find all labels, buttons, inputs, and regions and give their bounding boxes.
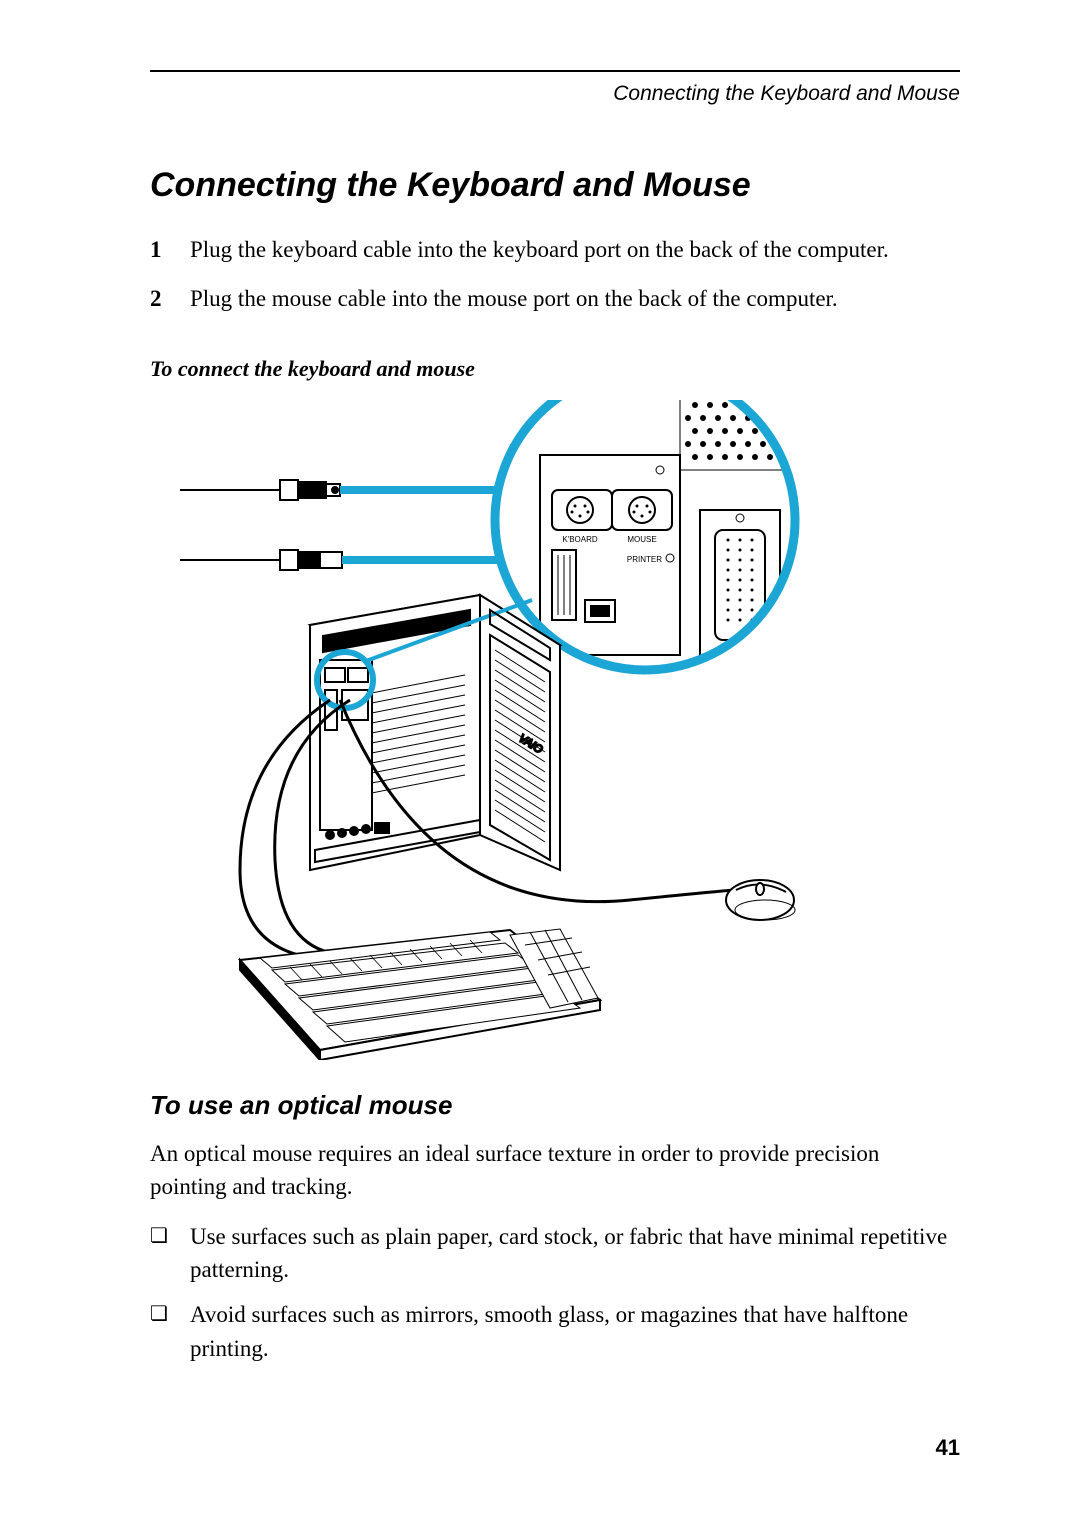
rule-top [150,70,960,72]
running-head: Connecting the Keyboard and Mouse [150,82,960,106]
numbered-steps: 1 Plug the keyboard cable into the keybo… [150,233,960,316]
keyboard-port-label: K'BOARD [562,535,598,544]
step-text: Plug the keyboard cable into the keyboar… [190,233,889,268]
diagram-svg: K'BOARD MOUSE PRINTER [180,400,800,1060]
mouse-icon [726,880,795,920]
step-number: 1 [150,233,190,268]
bullet-list: ❏ Use surfaces such as plain paper, card… [150,1220,960,1365]
figure-caption: To connect the keyboard and mouse [150,356,960,382]
printer-port-label: PRINTER [627,555,662,564]
step-item: 1 Plug the keyboard cable into the keybo… [150,233,960,268]
step-item: 2 Plug the mouse cable into the mouse po… [150,282,960,317]
mouse-port-label: MOUSE [627,535,656,544]
page-number: 41 [936,1435,960,1461]
bullet-text: Use surfaces such as plain paper, card s… [190,1220,960,1287]
step-number: 2 [150,282,190,317]
bullet-square-icon: ❏ [150,1298,190,1365]
callout-zoom: K'BOARD MOUSE PRINTER [495,400,800,670]
page-title: Connecting the Keyboard and Mouse [150,166,960,205]
section-subhead: To use an optical mouse [150,1090,960,1121]
computer-tower: VAIO [310,595,560,870]
optical-intro-para: An optical mouse requires an ideal surfa… [150,1137,960,1204]
bullet-text: Avoid surfaces such as mirrors, smooth g… [190,1298,960,1365]
step-text: Plug the mouse cable into the mouse port… [190,282,838,317]
keyboard-icon [240,929,600,1060]
list-item: ❏ Avoid surfaces such as mirrors, smooth… [150,1298,960,1365]
bullet-square-icon: ❏ [150,1220,190,1287]
connection-diagram: K'BOARD MOUSE PRINTER [180,400,800,1060]
page: Connecting the Keyboard and Mouse Connec… [0,0,1080,1516]
list-item: ❏ Use surfaces such as plain paper, card… [150,1220,960,1287]
